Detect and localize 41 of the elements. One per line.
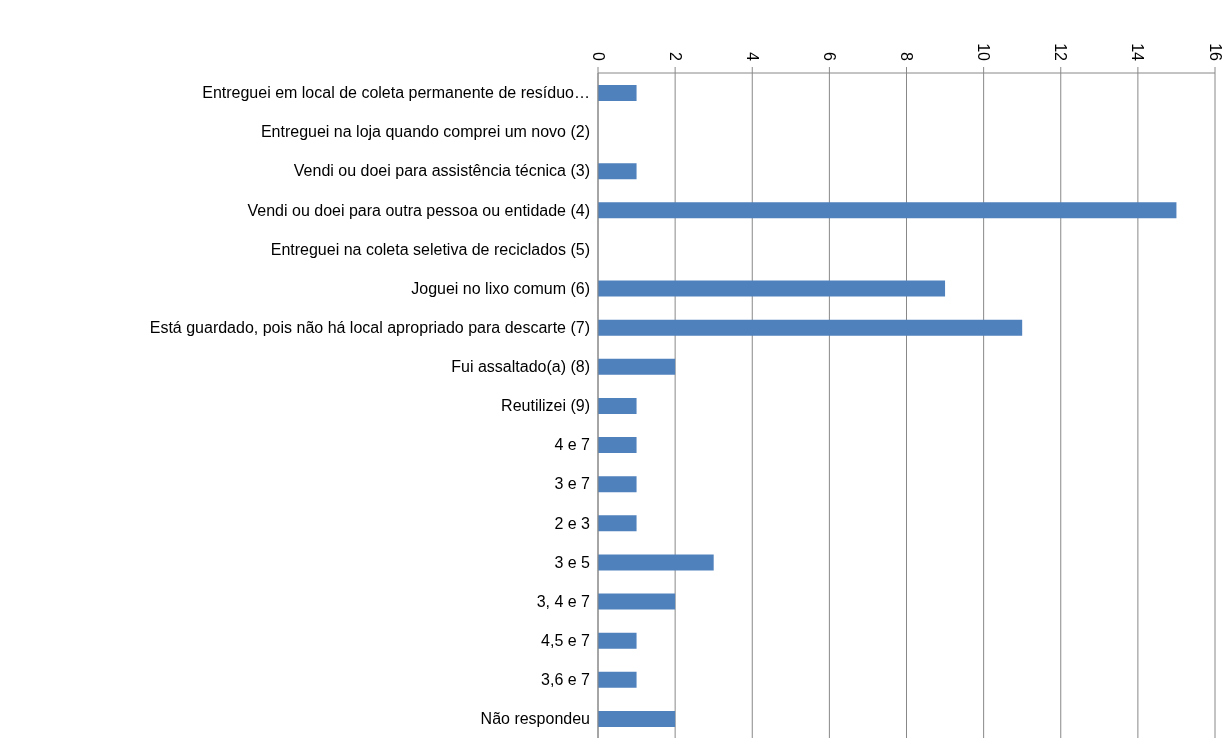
y-tick-label: 3 e 7: [554, 475, 591, 493]
bar: [598, 85, 637, 101]
bar: [598, 202, 1177, 219]
x-tick-label: 6: [820, 52, 838, 62]
y-tick-label: Vendi ou doei para assistência técnica (3): [293, 162, 590, 180]
y-tick-label: Entreguei em local de coleta permanente de resíduo…: [202, 84, 590, 102]
bar: [598, 554, 714, 571]
bar: [598, 632, 637, 649]
bar: [598, 319, 1023, 336]
bar: [598, 437, 637, 454]
y-tick-label: Entreguei na loja quando comprei um novo (2): [260, 123, 590, 141]
y-tick-label: Joguei no lixo comum (6): [411, 279, 590, 297]
bar: [598, 358, 676, 375]
x-tick-label: 12: [1052, 43, 1070, 62]
bar: [598, 710, 676, 727]
x-tick-label: 8: [898, 52, 915, 62]
y-tick-label: Não respondeu: [480, 710, 590, 728]
y-tick-label: 4 e 7: [554, 436, 591, 454]
y-tick-label: Fui assaltado(a) (8): [451, 358, 590, 376]
y-tick-label: Vendi ou doei para outra pessoa ou entidade (4): [247, 201, 590, 219]
y-tick-label: 2 e 3: [554, 514, 591, 532]
bar: [598, 280, 946, 297]
x-tick-label: 2: [666, 52, 684, 62]
bar: [598, 515, 637, 532]
y-tick-label: 3, 4 e 7: [536, 592, 591, 610]
bar: [598, 397, 637, 414]
y-tick-label: 3 e 5: [554, 553, 591, 571]
y-tick-label: 3,6 e 7: [541, 671, 591, 688]
x-tick-label: 14: [1129, 43, 1147, 62]
x-tick-label: 10: [975, 43, 993, 62]
bar: [598, 671, 637, 688]
y-tick-label: 4,5 e 7: [541, 631, 591, 649]
bar: [598, 163, 637, 180]
y-tick-label: Entreguei na coleta seletiva de reciclados (5): [270, 240, 590, 258]
bar: [598, 593, 676, 610]
x-tick-label: 4: [743, 52, 761, 62]
x-tick-label: 0: [589, 52, 607, 62]
bar: [598, 476, 637, 493]
x-tick-label: 16: [1206, 43, 1224, 62]
y-tick-label: Reutilizei (9): [501, 397, 590, 415]
y-tick-label: Está guardado, pois não há local apropriado para descarte (7): [149, 318, 590, 336]
